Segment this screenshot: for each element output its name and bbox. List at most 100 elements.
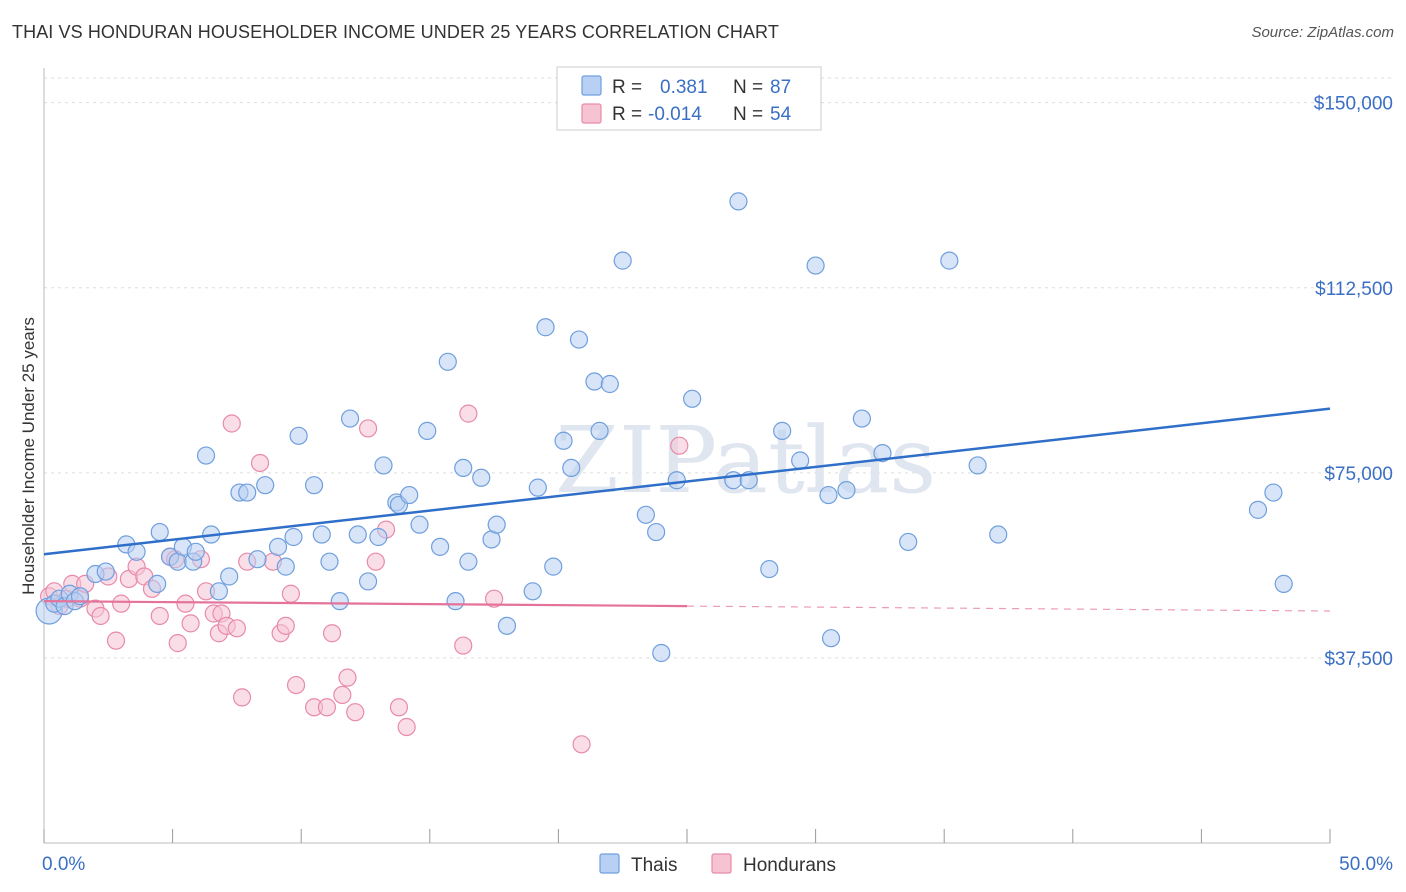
honduran-point: [181, 614, 200, 633]
thai-point: [127, 542, 146, 561]
legend-swatch-thais: [581, 75, 602, 96]
honduran-point: [168, 634, 187, 653]
thai-point: [472, 468, 491, 487]
honduran-point: [232, 688, 252, 707]
thai-point: [1248, 500, 1268, 519]
thai-point: [487, 515, 506, 534]
thai-point: [585, 372, 604, 391]
honduran-point: [227, 619, 246, 638]
thai-point: [320, 552, 339, 571]
thai-point: [544, 557, 563, 576]
legend-r-label-hondurans: R =: [612, 104, 642, 125]
thai-point: [940, 251, 959, 270]
thai-point: [248, 550, 267, 569]
thais-points: [35, 192, 1293, 663]
thai-point: [562, 458, 581, 478]
thai-point: [554, 431, 573, 450]
legend-r-value-thais: 0.381: [660, 77, 708, 98]
thai-point: [369, 527, 388, 547]
honduran-point: [366, 552, 385, 571]
honduran-point: [358, 419, 378, 438]
thai-point: [400, 485, 419, 505]
thai-point: [340, 409, 360, 428]
honduran-point: [276, 616, 295, 635]
thai-point: [647, 522, 666, 542]
y-tick-label: $150,000: [1314, 94, 1393, 115]
thai-point: [806, 256, 825, 275]
thai-point: [358, 572, 378, 591]
thai-point: [652, 643, 671, 663]
thai-point: [410, 515, 429, 534]
honduran-point: [670, 436, 689, 455]
thai-point: [289, 426, 308, 445]
thai-point: [497, 616, 517, 635]
legend-swatch-hondurans: [581, 103, 602, 124]
y-tick-label: $37,500: [1324, 649, 1393, 670]
thai-point: [276, 557, 295, 576]
thai-point: [724, 471, 743, 490]
honduran-point: [112, 594, 131, 613]
thai-point: [536, 318, 555, 337]
thai-point: [446, 592, 465, 611]
honduran-point: [176, 594, 195, 613]
thai-point: [760, 559, 779, 579]
thai-point: [837, 481, 856, 500]
honduran-point: [338, 668, 357, 687]
honduran-point: [91, 606, 110, 626]
trend-lines: [43, 407, 1331, 612]
correlation-legend: R = 0.381 N = 87 R = -0.014 N = 54: [556, 66, 822, 131]
thai-point: [968, 456, 987, 475]
honduran-point: [286, 675, 306, 695]
legend-r-value-hondurans: -0.014: [648, 104, 702, 125]
bottom-legend-swatch-hondurans: [711, 853, 732, 874]
thai-point: [196, 446, 216, 465]
thai-point: [312, 525, 331, 544]
thai-point: [852, 409, 871, 428]
thai-point: [791, 451, 810, 470]
bottom-legend-label-hondurans: Hondurans: [743, 855, 836, 876]
thai-point: [600, 374, 619, 394]
thai-point: [430, 537, 450, 556]
legend-r-label-thais: R =: [612, 77, 642, 98]
thai-point: [773, 421, 792, 440]
honduran-point: [459, 404, 478, 423]
x-tick-labels: 0.0% 50.0%: [42, 854, 1393, 875]
thai-point: [1274, 574, 1293, 593]
x-tick-label-max: 50.0%: [1339, 854, 1393, 875]
thai-point: [636, 505, 655, 524]
thai-point: [220, 567, 239, 586]
thai-point: [569, 330, 589, 349]
honduran-point: [150, 606, 169, 626]
thai-point: [873, 443, 892, 463]
thai-point: [899, 532, 918, 552]
thai-point: [819, 485, 838, 505]
thai-point: [209, 582, 228, 601]
thai-point: [284, 527, 303, 547]
y-axis-title: Householder Income Under 25 years: [19, 317, 38, 595]
honduran-point: [397, 717, 416, 737]
thai-point: [1264, 483, 1283, 502]
honduran-point: [322, 624, 342, 643]
hondurans-points: [40, 404, 689, 754]
thai-point: [148, 574, 167, 593]
thai-point: [186, 542, 205, 561]
honduran-point: [389, 698, 409, 717]
x-tick-label-min: 0.0%: [42, 854, 85, 875]
thai-point: [667, 471, 686, 490]
legend-n-value-thais: 87: [770, 77, 791, 98]
thai-point: [683, 389, 702, 408]
bottom-legend-label-thais: Thais: [631, 855, 677, 876]
series-legend: Thais Hondurans: [599, 853, 836, 876]
thai-point: [348, 525, 367, 544]
honduran-point: [346, 703, 365, 722]
thai-point: [438, 352, 457, 371]
thai-point: [454, 458, 473, 478]
honduran-point: [317, 698, 337, 717]
thai-point: [96, 562, 115, 581]
thai-point: [729, 192, 748, 211]
thai-point: [590, 421, 609, 440]
thai-point: [268, 537, 288, 556]
thais-trend-line: [43, 407, 1331, 556]
honduran-point: [485, 589, 504, 608]
